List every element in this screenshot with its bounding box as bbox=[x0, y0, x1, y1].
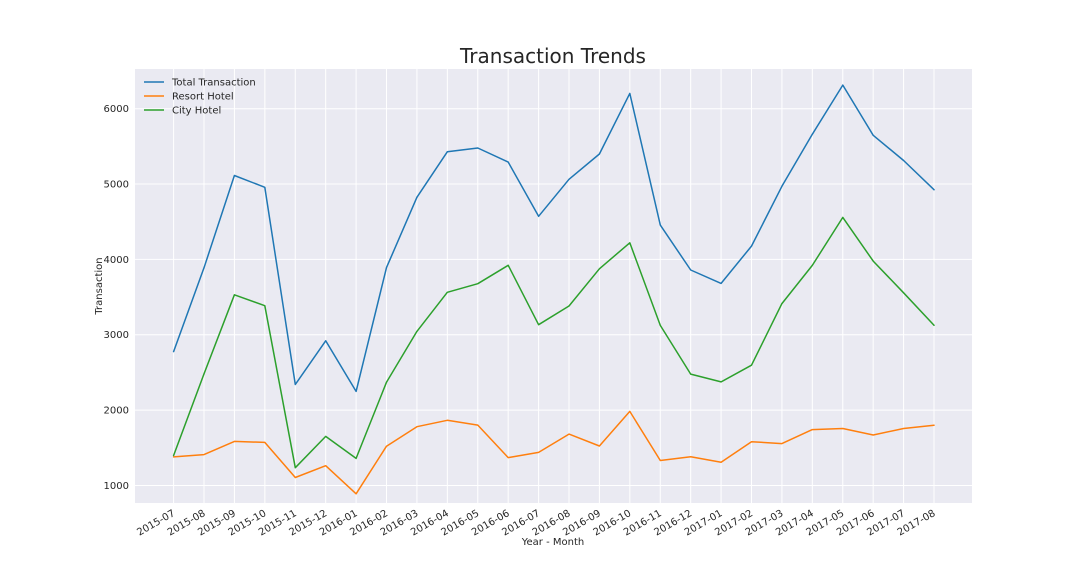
grid bbox=[135, 69, 972, 503]
series-line-1 bbox=[172, 410, 935, 495]
series-line-2 bbox=[172, 216, 935, 469]
x-axis-ticks: 2015-072015-082015-092015-102015-112015-… bbox=[135, 508, 937, 538]
x-axis-title: Year - Month bbox=[521, 537, 584, 548]
y-tick-label: 6000 bbox=[104, 104, 129, 115]
y-tick-label: 4000 bbox=[104, 255, 129, 266]
plot-area bbox=[135, 69, 972, 503]
series-lines bbox=[172, 84, 935, 495]
legend: Total Transaction Resort Hotel City Hotel bbox=[144, 78, 256, 117]
chart-title: Transaction Trends bbox=[459, 44, 646, 68]
series-line-0 bbox=[172, 84, 935, 393]
legend-label: Total Transaction bbox=[171, 78, 256, 89]
y-tick-label: 2000 bbox=[104, 406, 129, 417]
y-tick-label: 1000 bbox=[104, 481, 129, 492]
y-tick-label: 3000 bbox=[104, 330, 129, 341]
legend-label: Resort Hotel bbox=[172, 92, 234, 103]
y-tick-label: 5000 bbox=[104, 180, 129, 191]
y-axis-title: Transaction bbox=[94, 257, 105, 315]
y-axis-ticks: 1000 2000 3000 4000 5000 6000 bbox=[104, 104, 129, 492]
legend-label: City Hotel bbox=[172, 106, 221, 117]
